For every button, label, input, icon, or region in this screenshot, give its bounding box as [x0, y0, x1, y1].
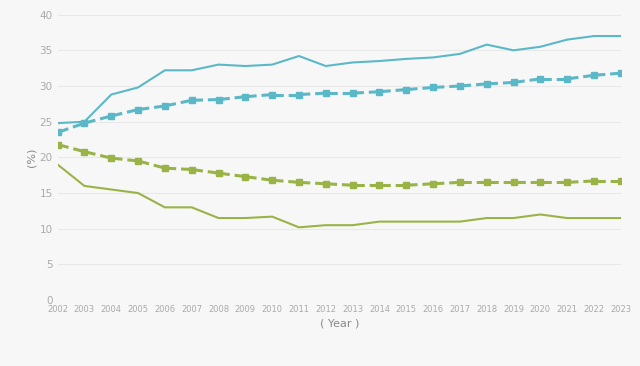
X-axis label: ( Year ): ( Year )	[319, 318, 359, 328]
Y-axis label: (%): (%)	[27, 148, 36, 167]
